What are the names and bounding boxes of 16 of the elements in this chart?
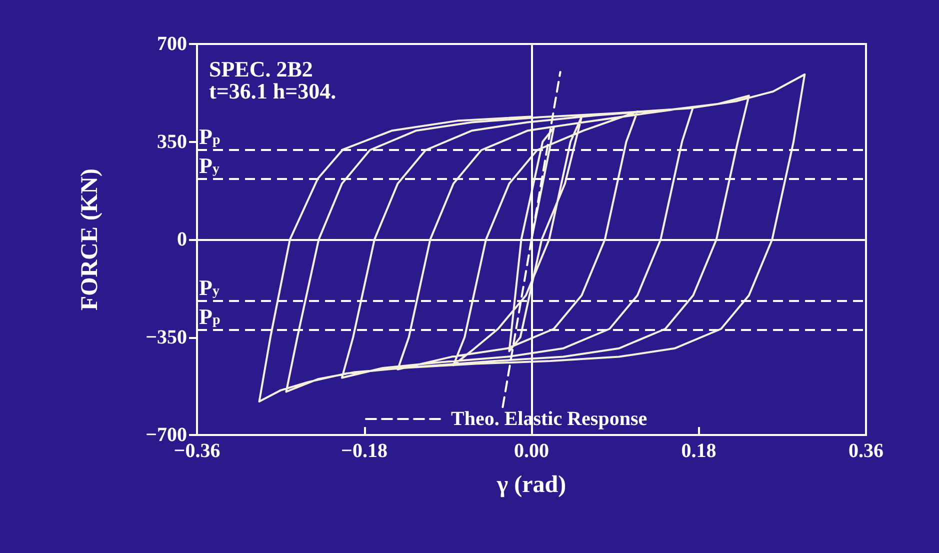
x-tick-label: −0.18 bbox=[341, 440, 388, 462]
ref-line-label: Py bbox=[199, 274, 220, 300]
y-tick-label: 0 bbox=[177, 228, 187, 250]
x-tick-label: 0.36 bbox=[848, 440, 884, 462]
annotation: t=36.1 h=304. bbox=[209, 78, 336, 104]
x-tick-label: 0.00 bbox=[514, 440, 549, 462]
y-tick-label: −350 bbox=[146, 326, 187, 348]
x-tick-label: 0.18 bbox=[681, 440, 716, 462]
y-tick-label: 350 bbox=[157, 130, 187, 153]
ref-line-label: Pp bbox=[199, 304, 220, 329]
x-axis-title: γ (rad) bbox=[496, 472, 566, 498]
y-tick-label: 700 bbox=[157, 33, 187, 55]
y-axis-title: FORCE (KN) bbox=[77, 168, 103, 310]
ref-line-label: Py bbox=[199, 153, 220, 178]
annotation: SPEC. 2B2 bbox=[209, 56, 313, 82]
ref-line-label: Pp bbox=[199, 124, 220, 150]
